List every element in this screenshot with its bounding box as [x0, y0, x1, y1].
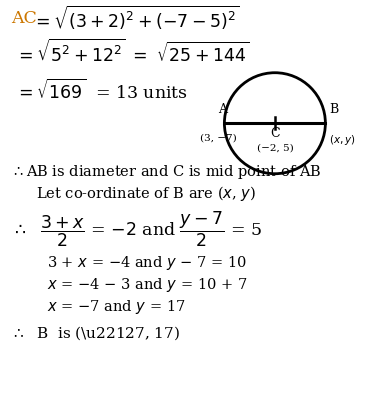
- Text: $\therefore\ \ \dfrac{3+x}{2}$ = $-2$ and $\dfrac{y-7}{2}$ = 5: $\therefore\ \ \dfrac{3+x}{2}$ = $-2$ an…: [11, 210, 262, 249]
- Text: $(x, y)$: $(x, y)$: [329, 133, 356, 147]
- Text: AC: AC: [11, 10, 37, 27]
- Text: (3, −7): (3, −7): [200, 133, 237, 142]
- Text: 3 + $x$ = $-$4 and $y$ − 7 = 10: 3 + $x$ = $-$4 and $y$ − 7 = 10: [47, 254, 247, 271]
- Text: (−2, 5): (−2, 5): [257, 143, 293, 152]
- Text: $= \sqrt{169}\ $ = 13 units: $= \sqrt{169}\ $ = 13 units: [15, 79, 188, 103]
- Text: $x$ = $-$7 and $y$ = 17: $x$ = $-$7 and $y$ = 17: [47, 298, 186, 316]
- Text: A: A: [218, 103, 227, 116]
- Text: $x$ = $-$4 − 3 and $y$ = 10 + 7: $x$ = $-$4 − 3 and $y$ = 10 + 7: [47, 276, 247, 294]
- Text: C: C: [270, 127, 280, 140]
- Text: $\therefore$  B  is (\u22127, 17): $\therefore$ B is (\u22127, 17): [11, 324, 180, 342]
- Text: $\therefore$AB is diameter and C is mid point of AB: $\therefore$AB is diameter and C is mid …: [11, 163, 322, 181]
- Text: $= \sqrt{5^2+12^2}\ =\ \sqrt{25+144}$: $= \sqrt{5^2+12^2}\ =\ \sqrt{25+144}$: [15, 39, 249, 66]
- Text: $= \sqrt{(3+2)^2+(-7-5)^2}$: $= \sqrt{(3+2)^2+(-7-5)^2}$: [32, 4, 239, 32]
- Text: B: B: [329, 103, 338, 116]
- Text: Let co-ordinate of B are ($x$, $y$): Let co-ordinate of B are ($x$, $y$): [36, 184, 256, 204]
